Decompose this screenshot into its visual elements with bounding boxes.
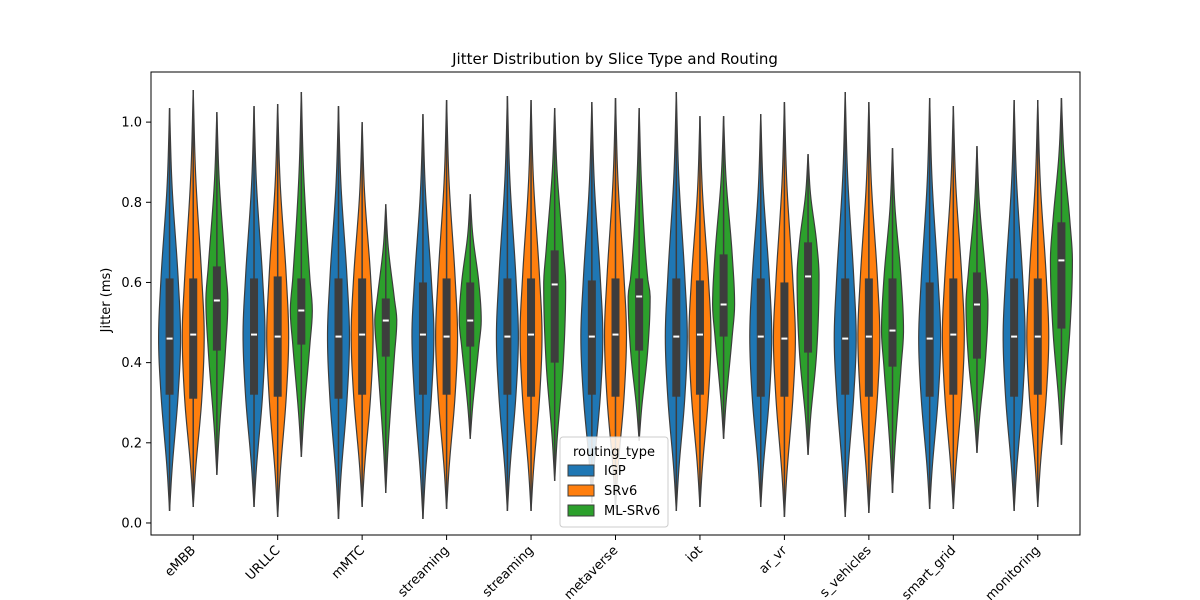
x-tick-label: eMBB: [162, 543, 199, 580]
iqr-box-ml-srv6-3: [466, 282, 475, 347]
x-tick-label: URLLC: [243, 543, 283, 583]
iqr-box-igp-6: [672, 278, 681, 397]
x-tick-label: ar_vr: [756, 543, 790, 577]
legend-label: SRv6: [604, 484, 637, 499]
iqr-box-igp-10: [1010, 278, 1019, 397]
legend-title: routing_type: [573, 445, 655, 460]
x-tick-label: streaming: [480, 543, 537, 600]
y-tick-label: 0.6: [121, 276, 142, 291]
y-tick-label: 1.0: [121, 116, 142, 131]
y-tick-label: 0.8: [121, 196, 142, 211]
legend: routing_type IGP SRv6 ML-SRv6: [559, 436, 669, 528]
x-tick-label: metaverse: [562, 543, 622, 600]
iqr-box-srv6-9: [949, 278, 958, 395]
iqr-box-igp-9: [925, 282, 934, 397]
legend-swatch: [567, 504, 595, 517]
iqr-box-igp-0: [165, 278, 174, 395]
iqr-box-ml-srv6-7: [804, 242, 813, 353]
x-tick-label: streaming: [395, 543, 452, 600]
chart-title: Jitter Distribution by Slice Type and Ro…: [451, 50, 778, 68]
iqr-box-ml-srv6-9: [972, 272, 981, 359]
x-axis: eMBB URLLC mMTC streaming streaming metaverse…: [162, 535, 1044, 600]
x-tick-label: iot: [683, 543, 705, 565]
y-axis: 0.0 0.2 0.4 0.6 0.8 1.0: [121, 116, 151, 531]
plot-area: [150, 71, 1081, 536]
iqr-box-igp-8: [841, 278, 850, 395]
iqr-box-ml-srv6-2: [381, 298, 390, 357]
legend-swatch: [567, 484, 595, 497]
y-axis-label: Jitter (ms): [99, 268, 114, 334]
legend-label: IGP: [604, 464, 626, 479]
iqr-box-igp-3: [418, 282, 427, 395]
iqr-box-igp-1: [250, 278, 259, 395]
iqr-box-ml-srv6-6: [719, 254, 728, 337]
legend-label: ML-SRv6: [604, 504, 660, 519]
iqr-box-ml-srv6-5: [635, 278, 644, 351]
iqr-box-igp-7: [756, 278, 765, 397]
iqr-box-igp-2: [334, 278, 343, 399]
y-tick-label: 0.4: [121, 356, 142, 371]
iqr-box-ml-srv6-10: [1057, 222, 1066, 329]
iqr-box-srv6-2: [358, 278, 367, 395]
iqr-box-ml-srv6-4: [550, 250, 559, 363]
iqr-box-srv6-6: [695, 280, 704, 395]
x-tick-label: smart_grid: [899, 543, 959, 600]
iqr-box-srv6-8: [864, 278, 873, 397]
iqr-box-ml-srv6-0: [212, 266, 221, 351]
iqr-box-igp-5: [587, 280, 596, 395]
x-tick-label: mMTC: [329, 543, 368, 582]
legend-swatch: [567, 464, 595, 477]
iqr-box-srv6-0: [189, 278, 198, 399]
iqr-box-srv6-7: [780, 282, 789, 397]
iqr-box-srv6-4: [527, 278, 536, 397]
y-tick-label: 0.2: [121, 436, 142, 451]
iqr-box-ml-srv6-1: [297, 278, 306, 345]
iqr-box-ml-srv6-8: [888, 278, 897, 367]
iqr-box-srv6-5: [611, 278, 620, 397]
x-tick-label: s_vehicles: [817, 543, 875, 600]
x-tick-label: monitoring: [983, 543, 1044, 600]
y-tick-label: 0.0: [121, 516, 142, 531]
